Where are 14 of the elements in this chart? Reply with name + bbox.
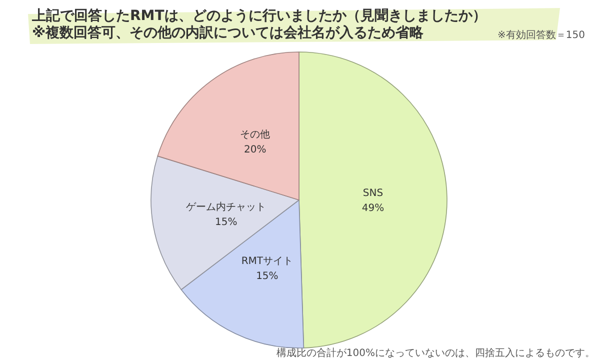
text: 構成比の合計が100%になっていないのは、四捨五入によるものです。: [276, 347, 595, 359]
pie-slice: [298, 52, 448, 348]
pie-slice: [157, 52, 300, 200]
slice-label: SNS: [362, 188, 384, 199]
data-label: 20%: [244, 144, 266, 156]
data-label: 49%: [362, 202, 384, 214]
chart-subtitle: ※複数回答可、その他の内訳については会社名が入るため省略: [32, 24, 425, 41]
slice-label: RMTサイト: [241, 256, 294, 267]
text: ※有効回答数＝150: [498, 29, 585, 41]
slice-label: ゲーム内チャット: [186, 200, 266, 213]
data-label: 15%: [215, 216, 238, 228]
chart-title: 上記で回答したRMTは、どのように行いましたか（見聞きしましたか）: [31, 8, 486, 24]
slice-label: その他: [240, 128, 270, 140]
data-label: 15%: [256, 270, 278, 282]
